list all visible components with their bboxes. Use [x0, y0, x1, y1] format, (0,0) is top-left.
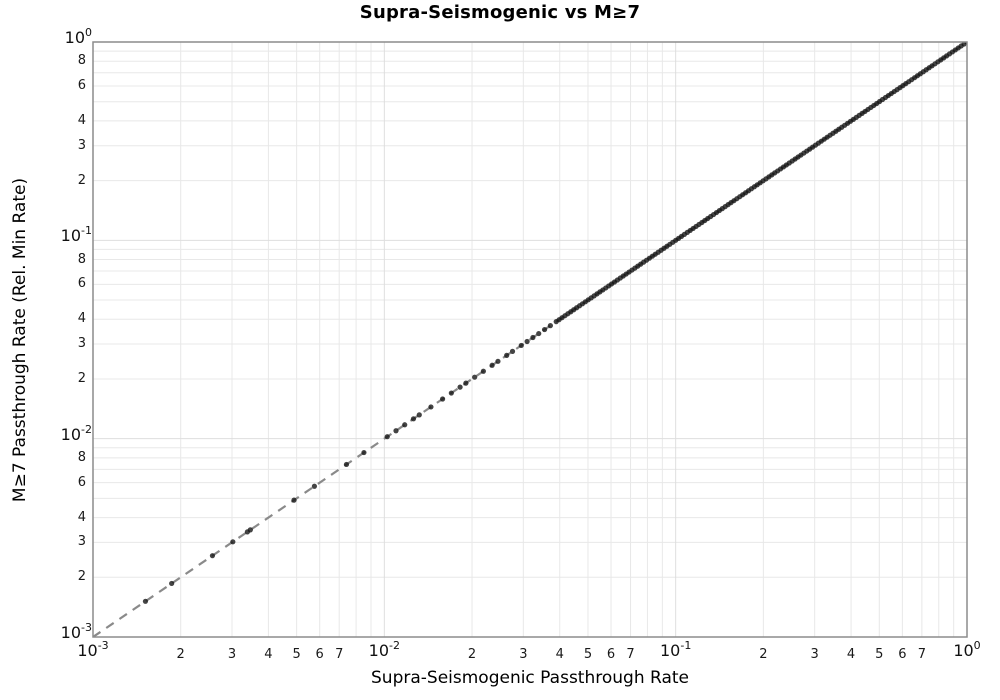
x-major-tick-label: 100 [953, 639, 981, 660]
data-point [384, 434, 390, 440]
data-point [142, 598, 149, 604]
x-minor-tick-label: 3 [227, 647, 237, 662]
data-point [547, 323, 553, 329]
data-point [457, 384, 463, 390]
data-point [495, 358, 501, 364]
x-minor-tick-label: 6 [898, 647, 907, 662]
x-major-tick-label: 10-3 [77, 639, 109, 660]
data-point [410, 416, 417, 422]
y-minor-tick-label: 8 [77, 53, 86, 69]
data-point [393, 428, 399, 434]
chart-title: Supra-Seismogenic vs M≥7 [359, 2, 641, 23]
x-minor-tick-label: 2 [467, 647, 477, 662]
y-minor-tick-label: 3 [77, 534, 86, 550]
scatter-points [142, 42, 967, 604]
y-minor-tick-label: 4 [77, 112, 86, 128]
x-minor-tick-label: 3 [519, 647, 528, 662]
y-minor-tick-label: 8 [77, 251, 86, 267]
data-point [518, 342, 524, 349]
y-minor-tick-label: 6 [77, 78, 86, 93]
data-point [311, 483, 318, 489]
x-minor-tick-label: 3 [810, 647, 819, 662]
data-point [480, 368, 486, 374]
x-major-tick-label: 10-1 [659, 639, 692, 660]
data-point [361, 449, 367, 456]
y-minor-tick-label: 3 [77, 336, 86, 352]
x-minor-tick-label: 6 [315, 647, 324, 662]
data-point [247, 527, 253, 533]
y-minor-tick-label: 4 [77, 509, 86, 525]
x-major-tick-label: 10-2 [368, 639, 400, 660]
y-minor-tick-label: 6 [77, 276, 86, 292]
data-point [209, 553, 216, 559]
data-point [530, 334, 536, 341]
data-point [541, 326, 548, 333]
x-minor-tick-label: 6 [606, 647, 616, 662]
x-minor-tick-label: 7 [917, 647, 926, 662]
data-point [448, 390, 454, 396]
y-minor-tick-label: 3 [77, 137, 86, 153]
y-minor-tick-label: 2 [77, 370, 86, 386]
data-point [230, 539, 236, 545]
data-point [428, 404, 434, 410]
data-point [472, 374, 478, 380]
data-point [463, 380, 469, 386]
x-minor-tick-label: 4 [264, 647, 273, 662]
data-point [169, 580, 175, 587]
x-minor-tick-label: 2 [759, 647, 768, 662]
data-point [402, 422, 408, 428]
data-point [504, 352, 510, 358]
y-major-tick-label: 100 [64, 26, 92, 47]
data-point [524, 338, 530, 345]
y-major-tick-label: 10-3 [60, 621, 92, 642]
y-major-tick-label: 10-2 [60, 422, 92, 444]
x-minor-tick-label: 4 [555, 647, 564, 662]
x-minor-tick-label: 5 [292, 647, 301, 662]
x-minor-tick-label: 7 [335, 647, 344, 662]
x-minor-tick-label: 5 [583, 647, 593, 662]
x-minor-tick-label: 5 [875, 647, 884, 662]
x-minor-tick-label: 4 [846, 647, 856, 662]
y-minor-tick-label: 8 [77, 449, 86, 465]
data-point [343, 461, 350, 468]
data-point [440, 396, 446, 402]
y-minor-tick-label: 2 [77, 569, 86, 585]
data-point [509, 348, 516, 354]
data-point [416, 412, 422, 418]
y-minor-tick-label: 4 [77, 311, 86, 327]
x-minor-tick-label: 2 [176, 647, 185, 662]
data-point [489, 362, 495, 368]
y-major-tick-label: 10-1 [60, 224, 92, 246]
y-minor-tick-label: 6 [77, 474, 86, 490]
data-point [291, 497, 297, 503]
axes-spines [92, 41, 968, 638]
x-minor-tick-label: 7 [626, 647, 635, 662]
x-axis-label: Supra-Seismogenic Passthrough Rate [371, 668, 689, 688]
y-minor-tick-label: 2 [77, 172, 86, 188]
data-point [536, 330, 542, 337]
